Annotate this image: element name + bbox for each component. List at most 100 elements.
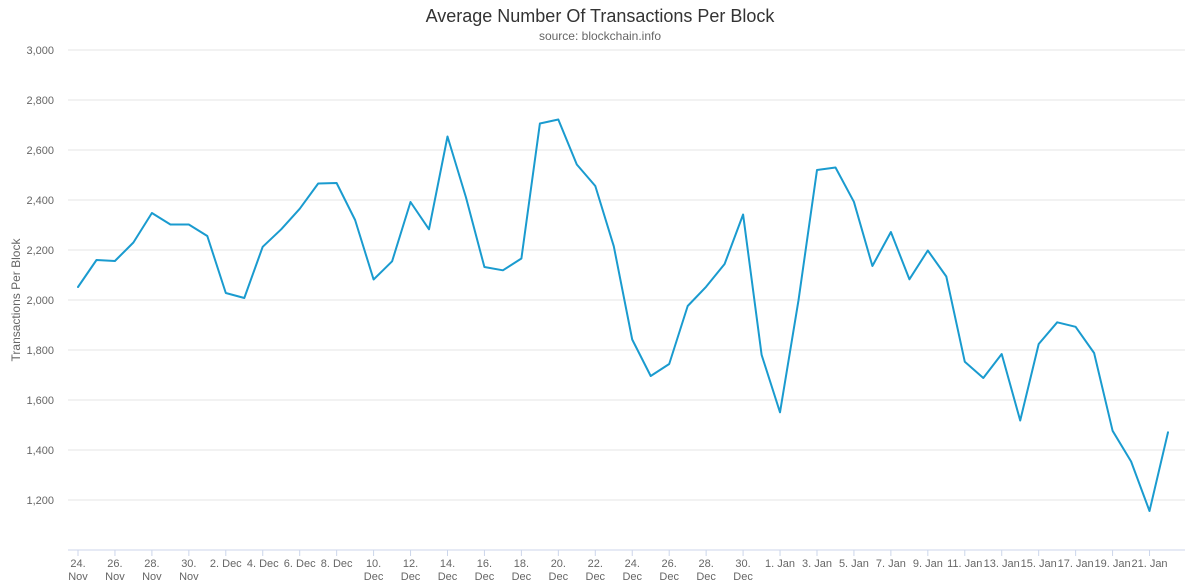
x-tick-label-line: 4. Dec xyxy=(247,558,279,570)
x-tick-label-line: 28. xyxy=(698,558,713,570)
data-point[interactable] xyxy=(223,290,229,296)
x-tick-label-line: 16. xyxy=(477,558,492,570)
x-tick-label-line: Dec xyxy=(401,571,421,583)
data-point[interactable] xyxy=(500,267,506,273)
x-tick-label-line: 12. xyxy=(403,558,418,570)
data-point[interactable] xyxy=(481,264,487,270)
data-point[interactable] xyxy=(925,248,931,254)
data-point[interactable] xyxy=(999,351,1005,357)
series-line xyxy=(77,118,1169,512)
data-point[interactable] xyxy=(777,409,783,415)
data-point[interactable] xyxy=(666,361,672,367)
data-point[interactable] xyxy=(463,195,469,201)
data-point[interactable] xyxy=(1165,429,1171,435)
data-point[interactable] xyxy=(518,256,524,262)
data-point[interactable] xyxy=(943,274,949,280)
x-tick-label: 3. Jan xyxy=(802,558,832,570)
data-point[interactable] xyxy=(444,134,450,140)
data-point[interactable] xyxy=(112,258,118,264)
data-point[interactable] xyxy=(408,199,414,205)
data-point[interactable] xyxy=(869,263,875,269)
x-tick-label-line: 22. xyxy=(588,558,603,570)
data-point[interactable] xyxy=(1017,418,1023,424)
data-point[interactable] xyxy=(980,375,986,381)
data-point[interactable] xyxy=(648,373,654,379)
data-point[interactable] xyxy=(204,233,210,239)
data-point[interactable] xyxy=(685,303,691,309)
data-point[interactable] xyxy=(832,165,838,171)
data-point[interactable] xyxy=(1110,428,1116,434)
data-point[interactable] xyxy=(75,284,81,290)
y-tick-label: 3,000 xyxy=(26,45,54,57)
data-point[interactable] xyxy=(371,277,377,283)
data-point[interactable] xyxy=(759,352,765,358)
data-point[interactable] xyxy=(851,199,857,205)
data-point[interactable] xyxy=(1147,508,1153,514)
data-point[interactable] xyxy=(167,222,173,228)
data-point[interactable] xyxy=(814,167,820,173)
data-point[interactable] xyxy=(149,210,155,216)
data-point[interactable] xyxy=(611,243,617,249)
data-point[interactable] xyxy=(389,258,395,264)
x-tick-label: 8. Dec xyxy=(321,558,353,570)
chart-subtitle: source: blockchain.info xyxy=(539,29,661,43)
data-point[interactable] xyxy=(130,240,136,246)
x-tick-label-line: 17. Jan xyxy=(1058,558,1094,570)
data-point[interactable] xyxy=(241,295,247,301)
x-tick-label: 6. Dec xyxy=(284,558,316,570)
data-point[interactable] xyxy=(796,297,802,303)
data-point[interactable] xyxy=(297,206,303,212)
x-tick-label-line: Dec xyxy=(364,571,384,583)
x-tick-label-line: Dec xyxy=(549,571,569,583)
x-tick-label: 17. Jan xyxy=(1058,558,1094,570)
series-layer xyxy=(75,117,1171,514)
data-point[interactable] xyxy=(352,217,358,223)
data-point[interactable] xyxy=(93,257,99,263)
data-point[interactable] xyxy=(260,244,266,250)
data-point[interactable] xyxy=(278,226,284,232)
data-point[interactable] xyxy=(334,180,340,186)
x-tick-label-line: 8. Dec xyxy=(321,558,353,570)
x-tick-label: 11. Jan xyxy=(947,558,982,570)
x-tick-label-line: 30. xyxy=(181,558,196,570)
y-axis-ticks: 1,200 1,400 1,600 1,800 2,000 2,200 2,400 2,600… xyxy=(26,45,54,507)
data-point[interactable] xyxy=(315,181,321,187)
data-point[interactable] xyxy=(1091,350,1097,356)
x-tick-label: 24. Dec xyxy=(622,558,642,583)
data-point[interactable] xyxy=(888,229,894,235)
y-tick-label: 2,600 xyxy=(26,145,54,157)
data-point[interactable] xyxy=(906,276,912,282)
data-point[interactable] xyxy=(722,261,728,267)
data-point[interactable] xyxy=(703,284,709,290)
data-point[interactable] xyxy=(1036,341,1042,347)
x-tick-label-line: Dec xyxy=(512,571,532,583)
data-point[interactable] xyxy=(1073,324,1079,330)
data-point[interactable] xyxy=(555,117,561,123)
y-tick-label: 1,400 xyxy=(26,445,54,457)
y-tick-label: 2,800 xyxy=(26,95,54,107)
x-tick-label-line: 24. xyxy=(70,558,85,570)
x-tick-label-line: 24. xyxy=(625,558,640,570)
x-tick-label: 5. Jan xyxy=(839,558,869,570)
data-point[interactable] xyxy=(1128,459,1134,465)
x-tick-label: 12. Dec xyxy=(401,558,421,583)
data-point[interactable] xyxy=(1054,319,1060,325)
data-point[interactable] xyxy=(186,222,192,228)
x-tick-label-line: Nov xyxy=(105,571,125,583)
data-point[interactable] xyxy=(740,212,746,218)
x-tick-label-line: Dec xyxy=(475,571,495,583)
data-point[interactable] xyxy=(962,359,968,365)
data-point[interactable] xyxy=(574,162,580,168)
x-tick-label-line: 15. Jan xyxy=(1021,558,1057,570)
x-tick-label-line: Nov xyxy=(68,571,88,583)
x-tick-label: 16. Dec xyxy=(475,558,495,583)
x-tick-label: 30. Dec xyxy=(733,558,753,583)
data-point[interactable] xyxy=(426,226,432,232)
data-point[interactable] xyxy=(629,337,635,343)
data-point[interactable] xyxy=(537,121,543,127)
x-tick-label-line: 26. xyxy=(107,558,122,570)
x-tick-label-line: 7. Jan xyxy=(876,558,906,570)
data-point[interactable] xyxy=(592,183,598,189)
